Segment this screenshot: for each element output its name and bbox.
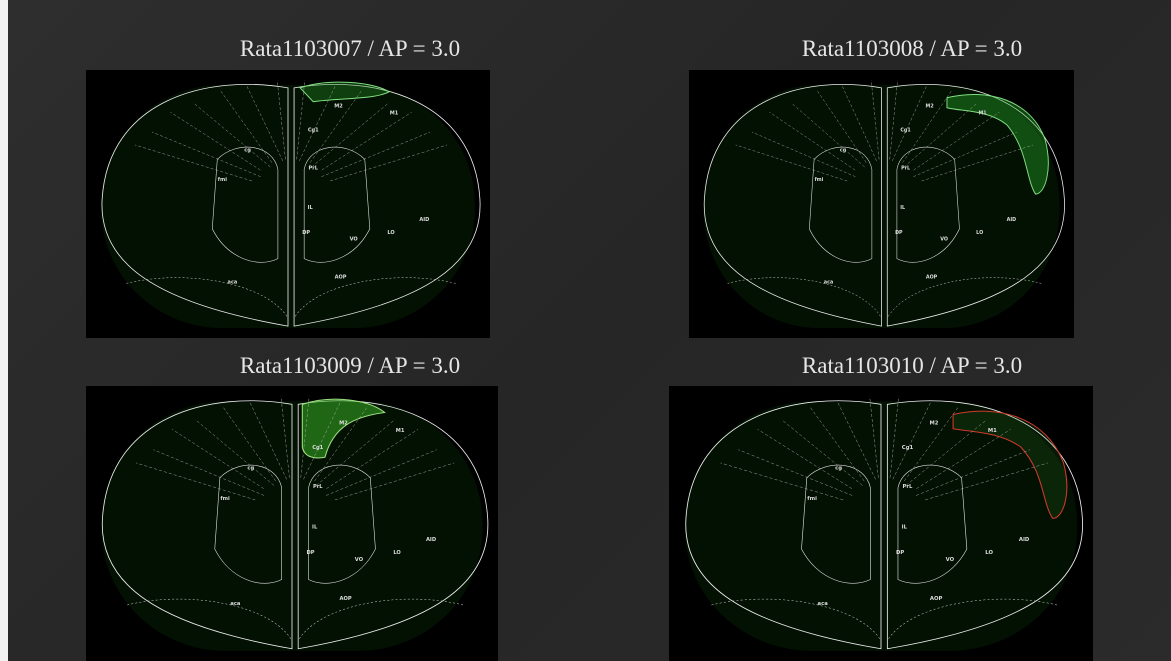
atlas-label: PrL — [313, 484, 323, 490]
slide-edge — [0, 0, 8, 661]
atlas-label: IL — [312, 525, 318, 531]
atlas-label: AID — [426, 537, 436, 543]
caption: Rata1103008 / AP = 3.0 — [702, 35, 1122, 63]
atlas-label: LO — [985, 550, 993, 556]
brain-section-image: M2 M1 Cg1 PrL IL DP VO LO AID cg fmi aca AOP — [86, 70, 490, 338]
atlas-label: AOP — [926, 274, 938, 280]
atlas-label: Cg1 — [900, 127, 911, 133]
brain-section-image: M2 M1 Cg1 PrL IL DP VO LO AID cg fmi aca AOP — [669, 386, 1093, 661]
atlas-label: DP — [896, 550, 904, 556]
atlas-label: IL — [902, 525, 908, 531]
atlas-label: AOP — [930, 596, 943, 602]
atlas-label: LO — [387, 230, 394, 236]
atlas-label: M1 — [396, 428, 405, 434]
atlas-label: AOP — [335, 274, 347, 280]
atlas-label: IL — [308, 205, 314, 211]
atlas-label: cg — [835, 466, 842, 472]
brain-section-image: M2 M1 Cg1 PrL IL DP VO LO AID cg fmi aca AOP — [689, 70, 1074, 338]
caption: Rata1103010 / AP = 3.0 — [702, 352, 1122, 380]
atlas-label: fmi — [220, 496, 230, 502]
caption: Rata1103007 / AP = 3.0 — [140, 35, 560, 63]
atlas-label: cg — [840, 147, 847, 153]
atlas-label: aca — [230, 601, 241, 607]
atlas-label: IL — [900, 205, 905, 211]
atlas-label: aca — [824, 279, 833, 285]
atlas-label: DP — [307, 550, 315, 556]
atlas-label: fmi — [807, 496, 817, 502]
slide: Rata1103007 / AP = 3.0 Rata1103008 / AP … — [0, 0, 1171, 661]
atlas-label: fmi — [218, 177, 227, 183]
atlas-label: fmi — [815, 177, 824, 183]
atlas-label: AID — [419, 217, 429, 223]
atlas-label: VO — [355, 557, 364, 563]
atlas-label: DP — [895, 230, 903, 236]
atlas-label: PrL — [901, 165, 910, 171]
atlas-label: AID — [1007, 217, 1016, 223]
caption: Rata1103009 / AP = 3.0 — [140, 352, 560, 380]
atlas-label: AOP — [340, 596, 352, 602]
atlas-label: VO — [940, 237, 948, 243]
atlas-label: cg — [247, 466, 254, 472]
atlas-label: LO — [393, 550, 401, 556]
atlas-label: M2 — [334, 104, 343, 110]
atlas-label: M1 — [390, 111, 399, 117]
atlas-label: Cg1 — [902, 445, 914, 451]
atlas-label: PrL — [903, 484, 914, 490]
atlas-label: aca — [818, 601, 829, 607]
atlas-label: M2 — [930, 421, 939, 427]
atlas-label: aca — [228, 279, 238, 285]
brain-section-image: M2 M1 Cg1 PrL IL DP VO LO AID cg fmi aca AOP — [86, 386, 498, 661]
atlas-label: M2 — [339, 421, 348, 427]
atlas-label: AID — [1019, 537, 1030, 543]
atlas-label: VO — [350, 237, 358, 243]
atlas-label: M1 — [979, 111, 988, 117]
atlas-label: LO — [976, 230, 983, 236]
atlas-label: PrL — [309, 165, 319, 171]
atlas-label: M1 — [988, 428, 997, 434]
atlas-label: DP — [302, 230, 310, 236]
atlas-label: M2 — [926, 104, 934, 110]
atlas-label: VO — [946, 557, 955, 563]
atlas-label: cg — [244, 147, 251, 153]
atlas-label: Cg1 — [312, 445, 323, 451]
atlas-label: Cg1 — [308, 128, 319, 134]
